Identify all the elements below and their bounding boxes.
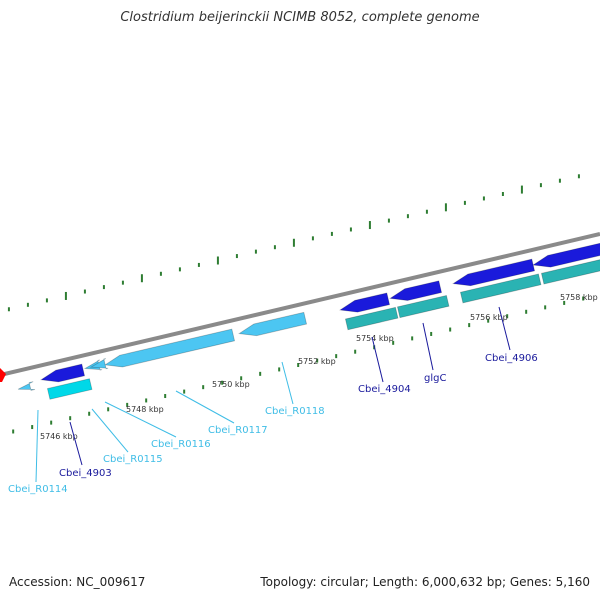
scale-label: 5746 kbp — [40, 432, 78, 441]
gene-cbei-r0118[interactable] — [238, 311, 308, 337]
genome-backbone — [0, 232, 600, 377]
label-leader-glgc — [422, 322, 434, 371]
cds-cbei-4907[interactable] — [540, 257, 600, 285]
label-leader-cbei_4903 — [69, 421, 83, 466]
cds-glgc[interactable] — [396, 295, 450, 319]
gene-label-cbei_r0115[interactable]: Cbei_R0115 — [103, 454, 163, 465]
gene-label-cbei_4906[interactable]: Cbei_4906 — [485, 353, 538, 364]
scale-label: 5752 kbp — [298, 357, 336, 366]
gene-cbei-r0114[interactable] — [17, 381, 36, 391]
scale-label: 5748 kbp — [126, 405, 164, 414]
label-leader-cbei_r0118 — [281, 361, 294, 405]
gene-cbei-4906[interactable] — [452, 258, 536, 287]
gene-glgc[interactable] — [389, 280, 443, 301]
gene-label-cbei_r0116[interactable]: Cbei_R0116 — [151, 439, 211, 450]
accession-text: Accession: NC_009617 — [9, 575, 146, 589]
scale-label: 5750 kbp — [212, 380, 250, 389]
gene-label-cbei_r0117[interactable]: Cbei_R0117 — [208, 425, 268, 436]
genome-info-text: Topology: circular; Length: 6,000,632 bp… — [260, 575, 590, 589]
origin-marker — [0, 368, 6, 382]
map-title: Clostridium beijerinckii NCIMB 8052, com… — [120, 10, 480, 25]
gene-label-cbei_r0114[interactable]: Cbei_R0114 — [8, 484, 68, 495]
gene-label-cbei_4904[interactable]: Cbei_4904 — [358, 384, 411, 395]
scale-label: 5756 kbp — [470, 313, 508, 322]
label-leader-cbei_4906 — [498, 306, 511, 351]
cds-cbei-4904[interactable] — [344, 306, 399, 331]
gene-cbei-r0116[interactable] — [89, 358, 109, 370]
label-leader-cbei_r0115 — [91, 408, 129, 453]
gene-label-cbei_4903[interactable]: Cbei_4903 — [59, 468, 112, 479]
gene-label-glgc[interactable]: glgC — [424, 373, 446, 384]
scale-label: 5758 kbp — [560, 293, 598, 302]
cds-cbei-4903[interactable] — [46, 378, 93, 400]
label-leader-cbei_r0117 — [175, 390, 235, 424]
gene-label-cbei_r0118[interactable]: Cbei_R0118 — [265, 406, 325, 417]
label-leader-cbei_r0116 — [104, 401, 177, 438]
scale-label: 5754 kbp — [356, 334, 394, 343]
cds-cbei-4906[interactable] — [459, 273, 542, 304]
label-leader-cbei_4904 — [371, 336, 384, 383]
gene-cbei-r0117[interactable] — [104, 328, 236, 368]
gene-cbei-4903[interactable] — [40, 363, 86, 383]
label-leader-cbei_r0114 — [35, 409, 39, 483]
gene-cbei-4907[interactable] — [532, 242, 600, 268]
gene-cbei-4904[interactable] — [339, 292, 391, 313]
